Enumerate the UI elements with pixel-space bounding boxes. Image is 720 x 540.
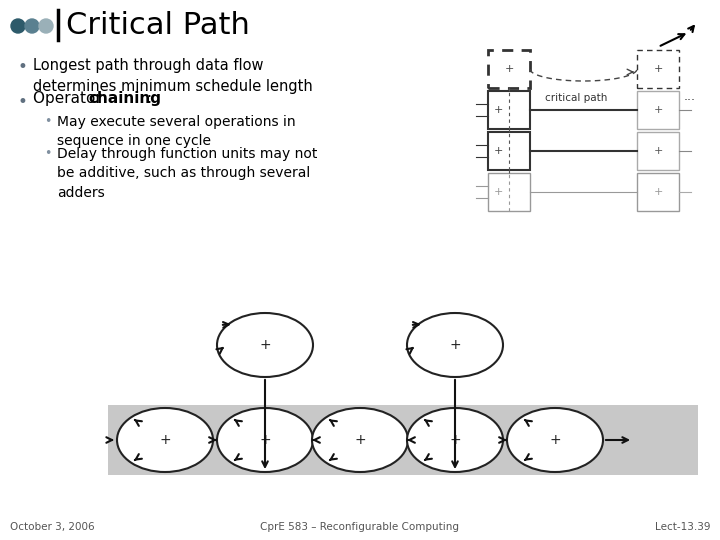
- Text: Delay through function units may not
be additive, such as through several
adders: Delay through function units may not be …: [57, 147, 318, 200]
- Text: +: +: [494, 146, 503, 156]
- Text: ...: ...: [684, 90, 696, 103]
- Text: •: •: [45, 115, 52, 128]
- Text: Critical Path: Critical Path: [66, 10, 250, 39]
- Text: +: +: [449, 433, 461, 447]
- Text: CprE 583 – Reconfigurable Computing: CprE 583 – Reconfigurable Computing: [261, 522, 459, 532]
- Text: +: +: [653, 187, 662, 197]
- Text: +: +: [653, 64, 662, 74]
- Circle shape: [39, 19, 53, 33]
- Text: May execute several operations in
sequence in one cycle: May execute several operations in sequen…: [57, 115, 296, 148]
- Text: chaining: chaining: [89, 91, 161, 106]
- Text: +: +: [504, 64, 513, 74]
- Bar: [488, 132, 530, 170]
- Text: +: +: [549, 433, 561, 447]
- Bar: [637, 132, 679, 170]
- Bar: [108, 405, 698, 475]
- Ellipse shape: [407, 313, 503, 377]
- Text: +: +: [449, 338, 461, 352]
- Text: •: •: [17, 58, 27, 76]
- Circle shape: [11, 19, 25, 33]
- Bar: [488, 173, 530, 211]
- Text: Operator: Operator: [33, 91, 107, 106]
- Text: :: :: [146, 91, 151, 106]
- Text: +: +: [354, 433, 366, 447]
- Text: •: •: [17, 93, 27, 111]
- Text: +: +: [159, 433, 171, 447]
- Ellipse shape: [407, 408, 503, 472]
- Text: +: +: [494, 187, 503, 197]
- Text: +: +: [259, 433, 271, 447]
- Text: Lect-13.39: Lect-13.39: [654, 522, 710, 532]
- Bar: [488, 50, 530, 88]
- Circle shape: [25, 19, 39, 33]
- Bar: [637, 173, 679, 211]
- Ellipse shape: [217, 313, 313, 377]
- Text: •: •: [45, 147, 52, 160]
- Text: Longest path through data flow
determines minimum schedule length: Longest path through data flow determine…: [33, 58, 312, 94]
- Bar: [637, 50, 679, 88]
- Text: +: +: [653, 146, 662, 156]
- Text: October 3, 2006: October 3, 2006: [10, 522, 94, 532]
- Text: +: +: [653, 105, 662, 115]
- Ellipse shape: [217, 408, 313, 472]
- Bar: [637, 91, 679, 129]
- Ellipse shape: [312, 408, 408, 472]
- Ellipse shape: [117, 408, 213, 472]
- Ellipse shape: [507, 408, 603, 472]
- Text: critical path: critical path: [545, 93, 608, 103]
- Text: +: +: [494, 105, 503, 115]
- Bar: [488, 91, 530, 129]
- Text: +: +: [259, 338, 271, 352]
